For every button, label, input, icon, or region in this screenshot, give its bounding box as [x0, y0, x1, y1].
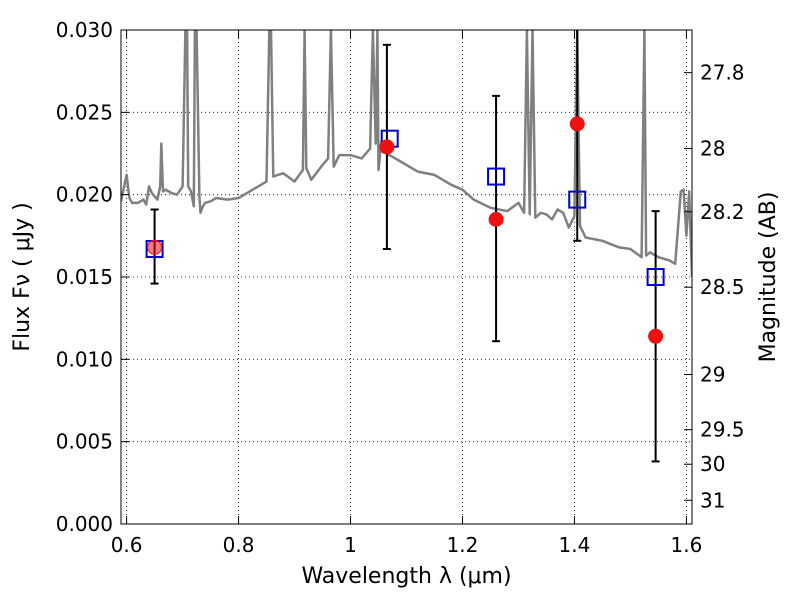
- x-tick-label: 1: [344, 533, 357, 557]
- y-tick-label: 0.025: [56, 100, 113, 124]
- y-tick-label: 0.015: [56, 265, 113, 289]
- observed-point: [147, 239, 163, 255]
- magnitude-tick-label: 27.8: [700, 61, 745, 85]
- model-point: [568, 190, 587, 209]
- magnitude-tick-label: 29.5: [700, 418, 745, 442]
- y-tick-label: 0.005: [56, 430, 113, 454]
- axis-ticks: [121, 29, 692, 525]
- y-axis-title: Flux Fν ( μJy ): [10, 202, 35, 351]
- magnitude-tick-label: 28.5: [700, 275, 745, 299]
- right-axis-title: Magnitude (AB): [756, 192, 781, 363]
- model-point: [646, 268, 665, 286]
- magnitude-tick-label: 29: [700, 362, 725, 386]
- model-spectrum: [121, 30, 692, 278]
- observed-photometry: [147, 116, 664, 344]
- magnitude-tick-label: 31: [700, 488, 725, 512]
- y-tick-label: 0.030: [56, 18, 113, 42]
- y-tick-label: 0.000: [56, 512, 113, 536]
- x-tick-label: 1.6: [670, 533, 702, 557]
- x-axis-title: Wavelength λ (μm): [301, 564, 511, 589]
- x-tick-label: 0.8: [223, 533, 255, 557]
- magnitude-tick-label: 28: [700, 137, 725, 161]
- x-tick-labels: 0.6 0.8 1 1.2 1.4 1.6: [111, 533, 703, 557]
- error-bars: [150, 30, 660, 463]
- x-tick-label: 1.4: [559, 533, 591, 557]
- observed-point: [648, 328, 664, 344]
- x-tick-label: 1.2: [447, 533, 479, 557]
- observed-point: [488, 211, 504, 227]
- plot-content: [121, 30, 692, 463]
- observed-point: [379, 139, 395, 155]
- model-point: [487, 167, 506, 186]
- magnitude-tick-label: 28.2: [700, 200, 745, 224]
- magnitude-tick-labels: 27.8 28 28.2 28.5 29 29.5 30 31: [700, 61, 745, 513]
- y-tick-label: 0.020: [56, 183, 113, 207]
- grid-lines: [121, 29, 692, 525]
- plot-frame: [120, 29, 693, 525]
- magnitude-tick-label: 30: [700, 452, 725, 476]
- x-tick-label: 0.6: [111, 533, 143, 557]
- observed-point: [569, 116, 585, 132]
- spectrum-line: [121, 30, 692, 278]
- y-tick-label: 0.010: [56, 347, 113, 371]
- y-tick-labels: 0.000 0.005 0.010 0.015 0.020 0.025 0.030: [56, 18, 113, 536]
- model-photometry: [145, 129, 665, 286]
